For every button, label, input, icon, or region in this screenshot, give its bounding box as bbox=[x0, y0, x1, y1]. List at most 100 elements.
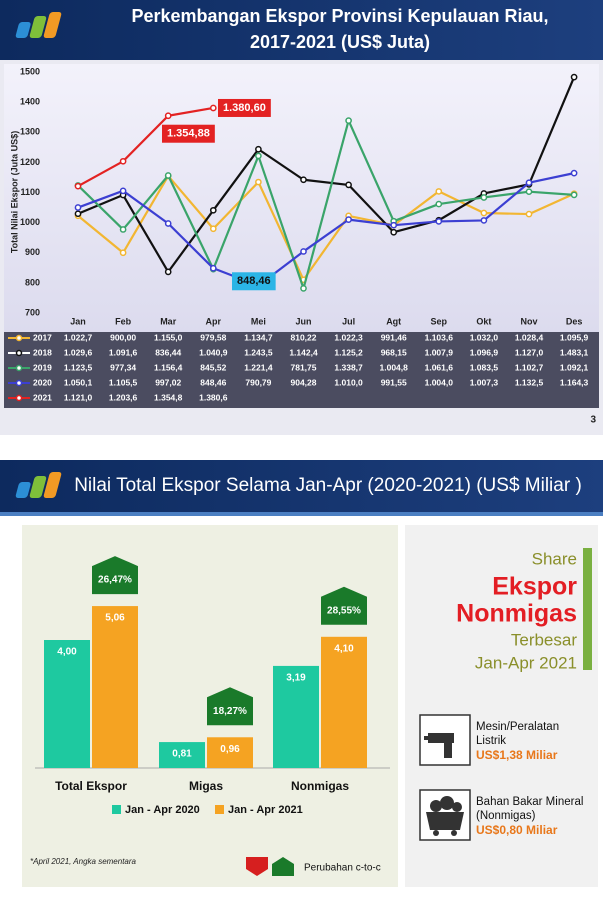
x-tick-label: Agt bbox=[386, 316, 401, 326]
item-value: US$1,38 Miliar bbox=[476, 748, 558, 762]
chart-title: 2017-2021 (US$ Juta) bbox=[250, 32, 430, 52]
data-label: 0,81 bbox=[172, 749, 192, 760]
share-heading: Terbesar bbox=[511, 630, 577, 649]
annotation-box bbox=[162, 124, 215, 143]
item-name: Mesin/Peralatan bbox=[476, 721, 559, 733]
table-cell: 1.061,6 bbox=[425, 362, 454, 372]
table-cell: 1.156,4 bbox=[154, 362, 183, 372]
bar bbox=[44, 640, 90, 768]
table-cell: 1.004,0 bbox=[425, 377, 454, 387]
point bbox=[119, 157, 127, 165]
point bbox=[345, 216, 352, 223]
data-label: 3,19 bbox=[286, 673, 306, 684]
legend-label: 2021 bbox=[33, 392, 52, 402]
table-cell: 979,58 bbox=[200, 332, 226, 342]
point bbox=[164, 172, 172, 179]
annotation-label: 848,46 bbox=[237, 275, 271, 287]
point bbox=[525, 210, 533, 218]
table-cell: 1.125,2 bbox=[334, 347, 363, 357]
table-cell: 1.050,1 bbox=[64, 377, 93, 387]
change-label: 26,47% bbox=[98, 575, 132, 586]
data-label: 4,10 bbox=[334, 643, 354, 654]
point bbox=[435, 188, 443, 195]
accent-bar bbox=[583, 548, 592, 670]
x-tick-label: Jul bbox=[342, 316, 355, 326]
point bbox=[570, 73, 578, 81]
table-cell: 968,15 bbox=[381, 347, 407, 357]
table-cell: 1.007,3 bbox=[470, 377, 499, 387]
legend-label: 2017 bbox=[33, 332, 52, 342]
bar bbox=[207, 737, 253, 768]
item-value: US$0,80 Miliar bbox=[476, 823, 558, 837]
table-cell: 1.127,0 bbox=[515, 347, 544, 357]
point bbox=[119, 249, 127, 257]
y-tick-label: 800 bbox=[25, 277, 40, 287]
table-cell: 1.132,5 bbox=[515, 377, 544, 387]
table-cell: 1.164,3 bbox=[560, 377, 589, 387]
table-cell: 1.134,7 bbox=[244, 332, 273, 342]
table-cell: 1.040,9 bbox=[199, 347, 228, 357]
header-band bbox=[0, 460, 603, 512]
table-cell: 810,22 bbox=[291, 332, 317, 342]
y-tick-label: 700 bbox=[25, 307, 40, 317]
y-tick-label: 1400 bbox=[20, 97, 40, 107]
table-cell: 845,52 bbox=[200, 362, 226, 372]
table-cell: 1.032,0 bbox=[470, 332, 499, 342]
share-heading: Ekspor bbox=[492, 573, 577, 601]
x-tick-label: Mar bbox=[160, 316, 177, 326]
point bbox=[74, 204, 82, 211]
table-cell: 1.010,0 bbox=[334, 377, 363, 387]
chart-title: Nilai Total Ekspor Selama Jan-Apr (2020-… bbox=[74, 475, 582, 496]
point bbox=[74, 210, 82, 218]
series-line bbox=[77, 106, 214, 188]
legend-swatch bbox=[15, 394, 23, 402]
table-cell: 977,34 bbox=[110, 362, 136, 372]
table-cell: 1.221,4 bbox=[244, 362, 273, 372]
x-tick-label: Sep bbox=[431, 316, 448, 326]
point bbox=[480, 194, 488, 201]
legend-swatch bbox=[15, 334, 23, 342]
legend-label: Jan - Apr 2021 bbox=[228, 804, 303, 816]
table-cell: 790,79 bbox=[245, 377, 271, 387]
point bbox=[164, 268, 172, 276]
legend-label: 2018 bbox=[33, 347, 52, 357]
logo bbox=[15, 12, 62, 38]
item-name: Bahan Bakar Mineral bbox=[476, 796, 583, 808]
table-cell: 1.103,6 bbox=[425, 332, 454, 342]
table-cell: 1.022,7 bbox=[64, 332, 93, 342]
table-cell: 991,55 bbox=[381, 377, 407, 387]
share-heading: Nonmigas bbox=[456, 600, 577, 628]
legend-swatch bbox=[215, 805, 224, 814]
header-strip bbox=[0, 512, 603, 516]
point bbox=[255, 152, 262, 160]
table-cell: 1.102,7 bbox=[515, 362, 544, 372]
logo bbox=[15, 472, 62, 498]
table-cell: 997,02 bbox=[155, 377, 181, 387]
y-tick-label: 1200 bbox=[20, 157, 40, 167]
table-cell: 1.105,5 bbox=[109, 377, 138, 387]
x-tick-label: Jun bbox=[295, 316, 311, 326]
point bbox=[300, 248, 307, 255]
table-cell: 1.155,0 bbox=[154, 332, 183, 342]
point bbox=[345, 117, 352, 124]
table-cell: 1.028,4 bbox=[515, 332, 544, 342]
bar bbox=[92, 606, 138, 768]
point bbox=[345, 181, 352, 189]
page-number: 3 bbox=[590, 415, 596, 426]
table-cell: 1.022,3 bbox=[334, 332, 363, 342]
change-legend: Perubahan c-to-c bbox=[304, 863, 381, 874]
x-tick-label: Apr bbox=[206, 316, 222, 326]
data-table bbox=[4, 332, 599, 408]
point bbox=[209, 264, 217, 272]
point bbox=[209, 225, 217, 233]
item-name: (Nonmigas) bbox=[476, 810, 536, 822]
annotation-label: 1.380,60 bbox=[223, 102, 266, 114]
y-axis-label: Total Nilai Ekspor (Juta US$) bbox=[9, 131, 19, 253]
point bbox=[164, 112, 172, 120]
y-tick-label: 900 bbox=[25, 247, 40, 257]
change-label: 28,55% bbox=[327, 605, 361, 616]
table-cell: 1.354,8 bbox=[154, 392, 183, 402]
series-line bbox=[77, 76, 576, 273]
annotation-box bbox=[232, 272, 276, 291]
y-tick-label: 1500 bbox=[20, 66, 40, 76]
